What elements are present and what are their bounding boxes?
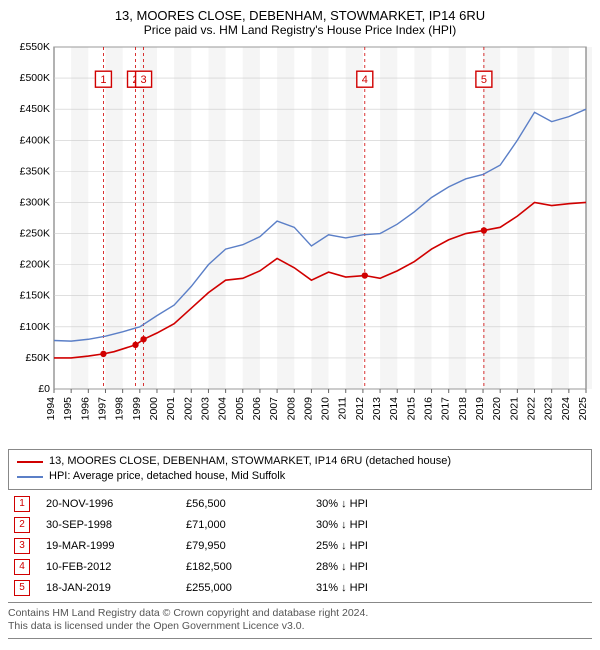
- svg-text:2012: 2012: [354, 397, 366, 421]
- legend-label-property: 13, MOORES CLOSE, DEBENHAM, STOWMARKET, …: [49, 454, 451, 469]
- sale-delta: 31% ↓ HPI: [316, 582, 436, 594]
- svg-text:2018: 2018: [457, 397, 469, 421]
- sale-marker-icon: 4: [14, 559, 30, 575]
- legend-item-property: 13, MOORES CLOSE, DEBENHAM, STOWMARKET, …: [17, 454, 583, 469]
- attribution: Contains HM Land Registry data © Crown c…: [8, 602, 592, 639]
- svg-text:£300K: £300K: [20, 196, 50, 208]
- svg-text:2016: 2016: [423, 397, 435, 421]
- svg-text:2022: 2022: [526, 397, 538, 421]
- legend-label-hpi: HPI: Average price, detached house, Mid …: [49, 469, 285, 484]
- table-row: 2 30-SEP-1998 £71,000 30% ↓ HPI: [8, 517, 592, 533]
- sale-price: £255,000: [186, 582, 306, 594]
- svg-text:£250K: £250K: [20, 228, 50, 240]
- svg-text:2000: 2000: [148, 397, 160, 421]
- legend-swatch-hpi: [17, 476, 43, 478]
- sale-marker-icon: 1: [14, 496, 30, 512]
- sale-price: £71,000: [186, 519, 306, 531]
- sale-date: 30-SEP-1998: [46, 519, 176, 531]
- sale-delta: 30% ↓ HPI: [316, 519, 436, 531]
- legend-swatch-property: [17, 461, 43, 463]
- table-row: 5 18-JAN-2019 £255,000 31% ↓ HPI: [8, 580, 592, 596]
- chart-title: 13, MOORES CLOSE, DEBENHAM, STOWMARKET, …: [8, 8, 592, 37]
- sales-table: 1 20-NOV-1996 £56,500 30% ↓ HPI 2 30-SEP-1998…: [8, 496, 592, 596]
- legend-item-hpi: HPI: Average price, detached house, Mid …: [17, 469, 583, 484]
- sale-marker-icon: 3: [14, 538, 30, 554]
- svg-text:1: 1: [100, 74, 106, 86]
- sale-delta: 30% ↓ HPI: [316, 498, 436, 510]
- svg-text:1996: 1996: [79, 397, 91, 421]
- svg-text:2017: 2017: [440, 397, 452, 421]
- sale-date: 20-NOV-1996: [46, 498, 176, 510]
- svg-text:2005: 2005: [234, 397, 246, 421]
- svg-text:£550K: £550K: [20, 41, 50, 53]
- sale-marker-icon: 5: [14, 580, 30, 596]
- sale-date: 10-FEB-2012: [46, 561, 176, 573]
- title-line-2: Price paid vs. HM Land Registry's House …: [8, 23, 592, 37]
- svg-text:£400K: £400K: [20, 134, 50, 146]
- svg-text:2020: 2020: [491, 397, 503, 421]
- table-row: 4 10-FEB-2012 £182,500 28% ↓ HPI: [8, 559, 592, 575]
- svg-text:1997: 1997: [96, 397, 108, 421]
- sale-price: £182,500: [186, 561, 306, 573]
- sale-price: £79,950: [186, 540, 306, 552]
- svg-text:2010: 2010: [320, 397, 332, 421]
- svg-text:2007: 2007: [268, 397, 280, 421]
- svg-text:£150K: £150K: [20, 290, 50, 302]
- svg-text:1998: 1998: [114, 397, 126, 421]
- attribution-line-2: This data is licensed under the Open Gov…: [8, 620, 592, 634]
- sale-date: 18-JAN-2019: [46, 582, 176, 594]
- sale-delta: 25% ↓ HPI: [316, 540, 436, 552]
- legend: 13, MOORES CLOSE, DEBENHAM, STOWMARKET, …: [8, 449, 592, 490]
- svg-text:3: 3: [141, 74, 147, 86]
- svg-text:2003: 2003: [199, 397, 211, 421]
- svg-text:2023: 2023: [543, 397, 555, 421]
- svg-text:2015: 2015: [405, 397, 417, 421]
- svg-text:£350K: £350K: [20, 165, 50, 177]
- svg-text:2002: 2002: [182, 397, 194, 421]
- sale-price: £56,500: [186, 498, 306, 510]
- svg-text:2013: 2013: [371, 397, 383, 421]
- sale-marker-icon: 2: [14, 517, 30, 533]
- svg-text:2008: 2008: [285, 397, 297, 421]
- title-line-1: 13, MOORES CLOSE, DEBENHAM, STOWMARKET, …: [8, 8, 592, 23]
- svg-text:2025: 2025: [577, 397, 589, 421]
- svg-text:2021: 2021: [508, 397, 520, 421]
- table-row: 3 19-MAR-1999 £79,950 25% ↓ HPI: [8, 538, 592, 554]
- sale-delta: 28% ↓ HPI: [316, 561, 436, 573]
- svg-text:1999: 1999: [131, 397, 143, 421]
- svg-text:2011: 2011: [337, 397, 349, 420]
- svg-text:2024: 2024: [560, 397, 572, 421]
- svg-text:£0: £0: [38, 383, 50, 395]
- price-chart: £0 £50K £100K £150K £200K £250K £300K £350K £400…: [8, 41, 592, 441]
- svg-text:£450K: £450K: [20, 103, 50, 115]
- svg-text:£100K: £100K: [20, 321, 50, 333]
- svg-text:1995: 1995: [62, 397, 74, 421]
- svg-text:2014: 2014: [388, 397, 400, 421]
- table-row: 1 20-NOV-1996 £56,500 30% ↓ HPI: [8, 496, 592, 512]
- svg-text:2019: 2019: [474, 397, 486, 421]
- svg-text:4: 4: [362, 74, 368, 86]
- svg-text:2006: 2006: [251, 397, 263, 421]
- svg-text:2001: 2001: [165, 397, 177, 421]
- svg-text:1994: 1994: [45, 397, 57, 421]
- svg-text:£200K: £200K: [20, 259, 50, 271]
- attribution-line-1: Contains HM Land Registry data © Crown c…: [8, 607, 592, 621]
- svg-text:5: 5: [481, 74, 487, 86]
- chart-svg: £0 £50K £100K £150K £200K £250K £300K £350K £400…: [8, 41, 592, 441]
- svg-text:£50K: £50K: [25, 352, 50, 364]
- svg-text:2009: 2009: [302, 397, 314, 421]
- svg-text:£500K: £500K: [20, 72, 50, 84]
- sale-date: 19-MAR-1999: [46, 540, 176, 552]
- svg-text:2004: 2004: [217, 397, 229, 421]
